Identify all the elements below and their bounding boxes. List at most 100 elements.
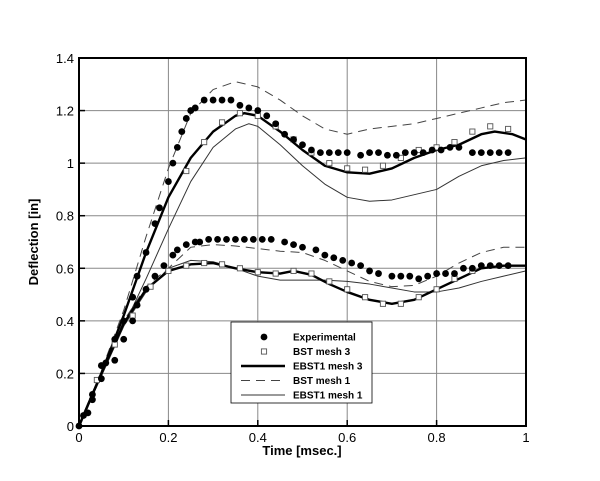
experimental-point [330,254,338,262]
bst-mesh-3-point [487,123,494,130]
experimental-point [240,235,248,243]
experimental-point [504,149,512,157]
experimental-point [218,96,226,104]
bst-mesh-3-point [254,269,261,276]
bst-mesh-3-point [397,300,404,307]
experimental-point [428,146,436,154]
y-tick-label: 0.2 [56,366,74,381]
experimental-point [392,151,400,159]
bst-mesh-3-point [326,160,333,167]
y-tick-label: 1.4 [56,51,74,66]
tick-labels: 0 0.2 0.4 0.6 0.8 1 0 0.2 0.4 0.6 0.8 1 1.2 1.4 [56,51,530,445]
experimental-point [397,272,405,280]
experimental-point [375,270,382,277]
experimental-point [236,101,244,109]
experimental-point [419,149,427,157]
ebst1-mesh-1-line [78,123,527,427]
experimental-point [254,107,262,114]
experimental-point [299,243,306,251]
experimental-point [343,149,351,157]
experimental-point [165,178,172,185]
experimental-point [156,204,163,212]
y-tick-label: 0.4 [56,314,74,329]
experimental-point [468,264,476,272]
experimental-point [129,293,137,301]
experimental-point [245,104,253,112]
experimental-point [290,136,297,143]
x-tick-label: 0.2 [159,430,177,445]
experimental-point [102,359,110,367]
bst-mesh-1-line [78,244,526,427]
ebst1-mesh-3-line [77,261,526,427]
bst-mesh-3-point [362,294,369,301]
experimental-point [451,270,458,277]
experimental-point [281,238,289,246]
experimental-point [129,317,137,325]
bst-mesh-3-point [201,259,208,267]
experimental-point [272,120,280,128]
experimental-point [290,241,297,249]
bst-mesh-3-point [451,275,458,282]
legend-experimental-marker [260,333,268,341]
x-tick-label: 0 [75,430,82,445]
experimental-point [334,149,342,157]
experimental-point [388,272,396,280]
legend: Experimental BST mesh 3 EBST1 mesh 3 BST me… [230,321,373,404]
y-tick-label: 0.8 [56,209,74,224]
experimental-point [120,317,128,325]
y-tick-label: 1 [67,156,74,171]
experimental-point [173,246,181,254]
experimental-point [410,149,418,157]
experimental-point [455,143,463,151]
legend-box [230,321,373,404]
experimental-point [348,259,356,267]
experimental-point [89,391,96,398]
experimental-point [437,146,445,154]
bst-mesh-1-line [78,81,527,427]
bst-mesh-3-point [272,270,279,277]
experimental-point [406,272,414,280]
x-tick-label: 0.4 [249,430,267,445]
experimental-point [214,235,221,243]
experimental-point [375,149,382,157]
bst-mesh-3-point [362,166,369,173]
y-tick-label: 0 [67,419,74,434]
experimental-point [191,104,199,112]
x-tick-label: 0.8 [428,430,446,445]
experimental-point [133,301,141,309]
legend-ebst1-mesh-1-label: EBST1 mesh 1 [293,391,363,402]
y-tick-label: 1.2 [56,104,74,119]
bst-mesh-3-point [129,312,136,319]
experimental-point [366,149,373,157]
experimental-point [495,262,503,270]
bst-mesh-3-point [451,139,458,146]
experimental-point [249,235,257,243]
experimental-point [169,251,177,259]
experimental-point [299,141,306,149]
legend-bst-mesh-1-label: BST mesh 1 [293,376,351,387]
bst-mesh-3-point [201,139,208,146]
experimental-point [196,238,204,246]
experimental-point [442,270,449,277]
x-axis-label: Time [msec.] [262,443,341,458]
experimental-point [205,235,213,243]
bst-mesh-3-point [469,128,476,135]
experimental-point [433,270,440,277]
experimental-point [460,264,467,272]
plot-frame [78,57,527,427]
experimental-point [486,262,494,270]
bst-mesh-3-point [183,262,190,269]
legend-experimental-label: Experimental [293,333,356,344]
experimental-point [415,275,423,283]
experimental-point [111,335,119,343]
experimental-point [111,356,119,364]
x-tick-label: 1 [522,430,529,445]
bst-mesh-3-point [308,270,315,277]
legend-ebst1-mesh-3-label: EBST1 mesh 3 [293,362,363,373]
x-tick-label: 0.6 [338,430,356,445]
experimental-point [89,396,96,404]
experimental-point [495,149,503,157]
experimental-point [316,149,324,157]
experimental-point [424,272,432,280]
